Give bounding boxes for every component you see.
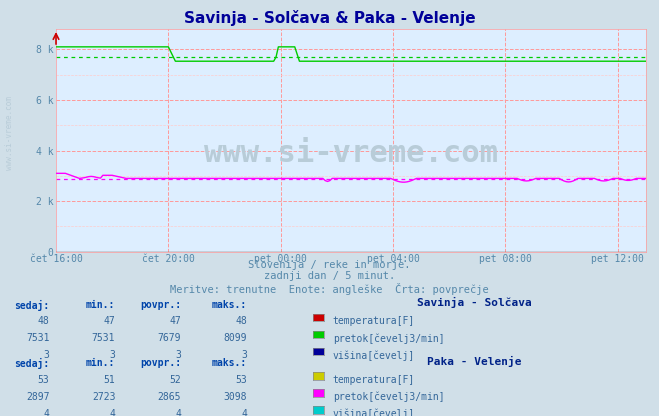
Text: zadnji dan / 5 minut.: zadnji dan / 5 minut. [264,271,395,281]
Text: pretok[čevelj3/min]: pretok[čevelj3/min] [333,392,444,402]
Text: pretok[čevelj3/min]: pretok[čevelj3/min] [333,334,444,344]
Text: Savinja - Solčava & Paka - Velenje: Savinja - Solčava & Paka - Velenje [184,10,475,26]
Text: 3: 3 [109,350,115,360]
Text: Slovenija / reke in morje.: Slovenija / reke in morje. [248,260,411,270]
Text: 8099: 8099 [223,334,247,344]
Text: 48: 48 [235,317,247,327]
Text: višina[čevelj]: višina[čevelj] [333,350,415,361]
Text: 7531: 7531 [92,334,115,344]
Text: maks.:: maks.: [212,358,247,368]
Text: 2897: 2897 [26,392,49,402]
Text: Paka - Velenje: Paka - Velenje [427,356,522,367]
Text: www.si-vreme.com: www.si-vreme.com [5,96,14,170]
Text: maks.:: maks.: [212,300,247,310]
Text: min.:: min.: [86,358,115,368]
Text: www.si-vreme.com: www.si-vreme.com [204,139,498,168]
Text: 2723: 2723 [92,392,115,402]
Text: 51: 51 [103,375,115,385]
Text: povpr.:: povpr.: [140,358,181,368]
Text: 3098: 3098 [223,392,247,402]
Text: 47: 47 [169,317,181,327]
Text: 48: 48 [38,317,49,327]
Text: 2865: 2865 [158,392,181,402]
Text: 4: 4 [241,409,247,416]
Text: 3: 3 [175,350,181,360]
Text: Savinja - Solčava: Savinja - Solčava [417,297,532,309]
Text: 53: 53 [38,375,49,385]
Text: 52: 52 [169,375,181,385]
Text: 7531: 7531 [26,334,49,344]
Text: 7679: 7679 [158,334,181,344]
Text: 47: 47 [103,317,115,327]
Text: 3: 3 [241,350,247,360]
Text: 3: 3 [43,350,49,360]
Text: temperatura[F]: temperatura[F] [333,375,415,385]
Text: 4: 4 [175,409,181,416]
Text: višina[čevelj]: višina[čevelj] [333,409,415,416]
Text: sedaj:: sedaj: [14,358,49,369]
Text: sedaj:: sedaj: [14,300,49,311]
Text: min.:: min.: [86,300,115,310]
Text: 4: 4 [109,409,115,416]
Text: temperatura[F]: temperatura[F] [333,317,415,327]
Text: Meritve: trenutne  Enote: angleške  Črta: povprečje: Meritve: trenutne Enote: angleške Črta: … [170,283,489,295]
Text: 4: 4 [43,409,49,416]
Text: povpr.:: povpr.: [140,300,181,310]
Text: 53: 53 [235,375,247,385]
